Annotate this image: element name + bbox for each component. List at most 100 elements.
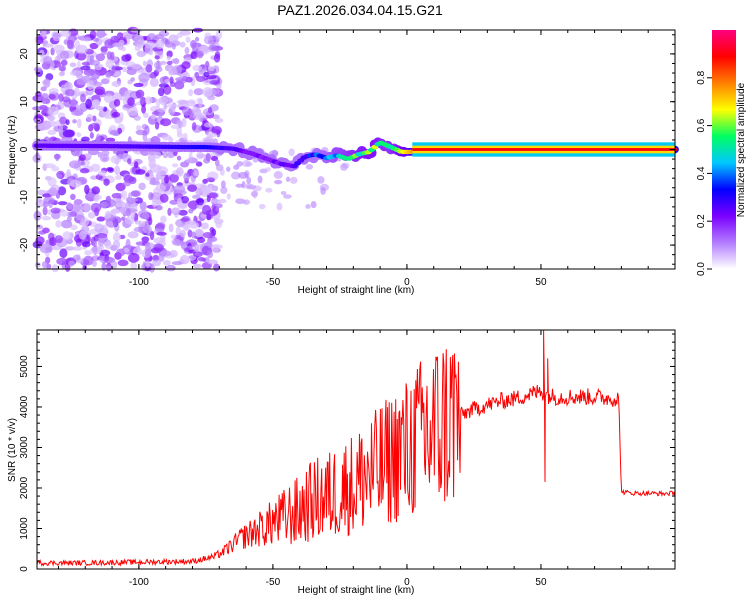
spectrogram-noise-blob [51, 264, 59, 273]
spectrogram-noise-blob [148, 157, 157, 167]
spectrogram-noise-blob [196, 153, 208, 158]
spectrogram-noise-blob [211, 125, 222, 135]
spectrogram-noise-blob [86, 80, 95, 90]
spectrogram-noise-blob [104, 39, 116, 49]
spectrogram-noise-blob [39, 243, 51, 248]
spectrogram-noise-blob [187, 184, 198, 192]
spectrogram-noise-blob [207, 65, 215, 72]
spectrogram-noise-blob [215, 203, 223, 209]
spectrogram-noise-blob [215, 30, 223, 40]
spectrogram-noise-blob [220, 180, 226, 188]
spectrogram-noise-blob [57, 201, 68, 206]
spectrogram-noise-blob [194, 36, 200, 42]
snr-frame [36, 329, 676, 570]
spectrogram-noise-blob [258, 203, 266, 210]
spectrogram-noise-blob [122, 181, 131, 187]
spectrogram-noise-blob [276, 202, 283, 211]
spectrogram-noise-blob [76, 77, 88, 86]
spectrogram-noise-blob [59, 116, 68, 125]
spectrogram-noise-blob [36, 36, 44, 45]
spectrogram-noise-blob [80, 93, 86, 103]
spectrogram-x-tick-label: 0 [404, 277, 410, 288]
spectrogram-noise-blob [285, 176, 291, 182]
spectrogram-noise-blob [160, 118, 172, 127]
spectrogram-noise-blob [105, 59, 114, 68]
spectrogram-noise-blob [173, 57, 180, 65]
spectrogram-noise-blob [56, 257, 68, 266]
spectrogram-noise-blob [211, 199, 221, 204]
spectrogram-noise-blob [218, 198, 227, 204]
spectrogram-noise-blob [41, 261, 48, 269]
spectrogram-noise-blob [105, 71, 112, 78]
spectrogram-noise-blob [188, 89, 194, 97]
spectrogram-noise-blob [205, 209, 218, 217]
spectrogram-noise-blob [151, 198, 158, 208]
spectrogram-noise-blob [59, 50, 70, 60]
spectrogram-noise-blob [149, 263, 155, 273]
spectrogram-noise-blob [89, 42, 99, 50]
spectrogram-noise-blob [58, 124, 64, 133]
spectrogram-noise-blob [76, 132, 82, 138]
spectrogram-noise-blob [175, 167, 184, 177]
spectrogram-noise-blob [135, 129, 147, 136]
spectrogram-noise-blob [207, 95, 216, 101]
spectrogram-noise-blob [86, 113, 94, 122]
spectrogram-noise-blob [94, 223, 104, 233]
spectrogram-noise-blob [69, 70, 82, 77]
spectrogram-noise-blob [179, 229, 186, 238]
spectrogram-noise-blob [168, 136, 174, 144]
spectrogram-noise-blob [61, 96, 71, 103]
spectrogram-noise-blob [133, 34, 144, 45]
snr-y-tick-label: 5000 [19, 355, 30, 378]
spectrogram-noise-blob [257, 175, 263, 184]
spectrogram-noise-blob [79, 154, 86, 162]
colorbar-gradient [712, 30, 736, 269]
spectrogram-noise-blob [133, 82, 144, 88]
spectrogram-noise-blob [156, 222, 166, 230]
spectrogram-noise-blob [111, 92, 122, 102]
spectrogram-noise-blob [90, 202, 102, 213]
spectrogram-noise-blob [80, 161, 86, 166]
spectrogram-noise-blob [195, 229, 203, 238]
spectrogram-y-label: Frequency (Hz) [7, 116, 18, 185]
spectrogram-noise-blob [320, 187, 326, 195]
spectrogram-x-ticks: -100 -50 0 50 [57, 30, 676, 288]
spectrogram-y-tick-label: 10 [19, 96, 30, 108]
spectrogram-noise-blob [208, 192, 219, 199]
spectrogram-noise-blob [194, 71, 200, 79]
spectrogram-noise-blob [136, 125, 142, 131]
spectrogram-noise-blob [148, 217, 153, 226]
spectrogram-noise-blob [138, 72, 150, 83]
spectrogram-noise-blob [170, 234, 177, 239]
spectrogram-noise-blob [104, 199, 116, 208]
spectrogram-noise-blob [183, 172, 190, 181]
spectrogram-noise-blob [145, 64, 153, 73]
spectrogram-noise-blob [184, 247, 190, 252]
spectrogram-noise-blob [70, 203, 81, 213]
spectrogram-noise-blob [117, 259, 129, 267]
spectrogram-noise-blob [62, 231, 72, 241]
spectrogram-noise-blob [112, 239, 121, 250]
snr-y-tick-label: 3000 [19, 436, 30, 459]
spectrogram-noise-blob [42, 201, 50, 208]
colorbar-tick-label: 0.4 [696, 166, 707, 180]
spectrogram-noise-blob [58, 71, 65, 77]
spectrogram-noise-blob [155, 205, 163, 211]
spectrogram-noise-blob [112, 208, 120, 214]
spectrogram-noise-blob [134, 44, 141, 51]
spectrogram-noise-blob [83, 37, 92, 42]
spectrogram-noise-blob [264, 167, 272, 172]
spectrogram-noise-blob [122, 152, 129, 162]
spectrogram-noise-blob [209, 227, 215, 233]
spectrogram-noise-blob [141, 212, 150, 220]
spectrogram-noise-blob [107, 167, 114, 173]
spectrogram-noise-blob [149, 72, 157, 79]
spectrogram-noise-blob [111, 64, 116, 75]
snr-x-ticks: -100 -50 0 50 [57, 330, 676, 588]
spectrogram-noise-blob [70, 224, 78, 231]
spectrogram-noise-blob [152, 259, 162, 267]
spectrogram-noise-blob [179, 41, 186, 48]
spectrogram-noise-blob [139, 201, 147, 211]
spectrogram-noise-blob [193, 88, 204, 96]
